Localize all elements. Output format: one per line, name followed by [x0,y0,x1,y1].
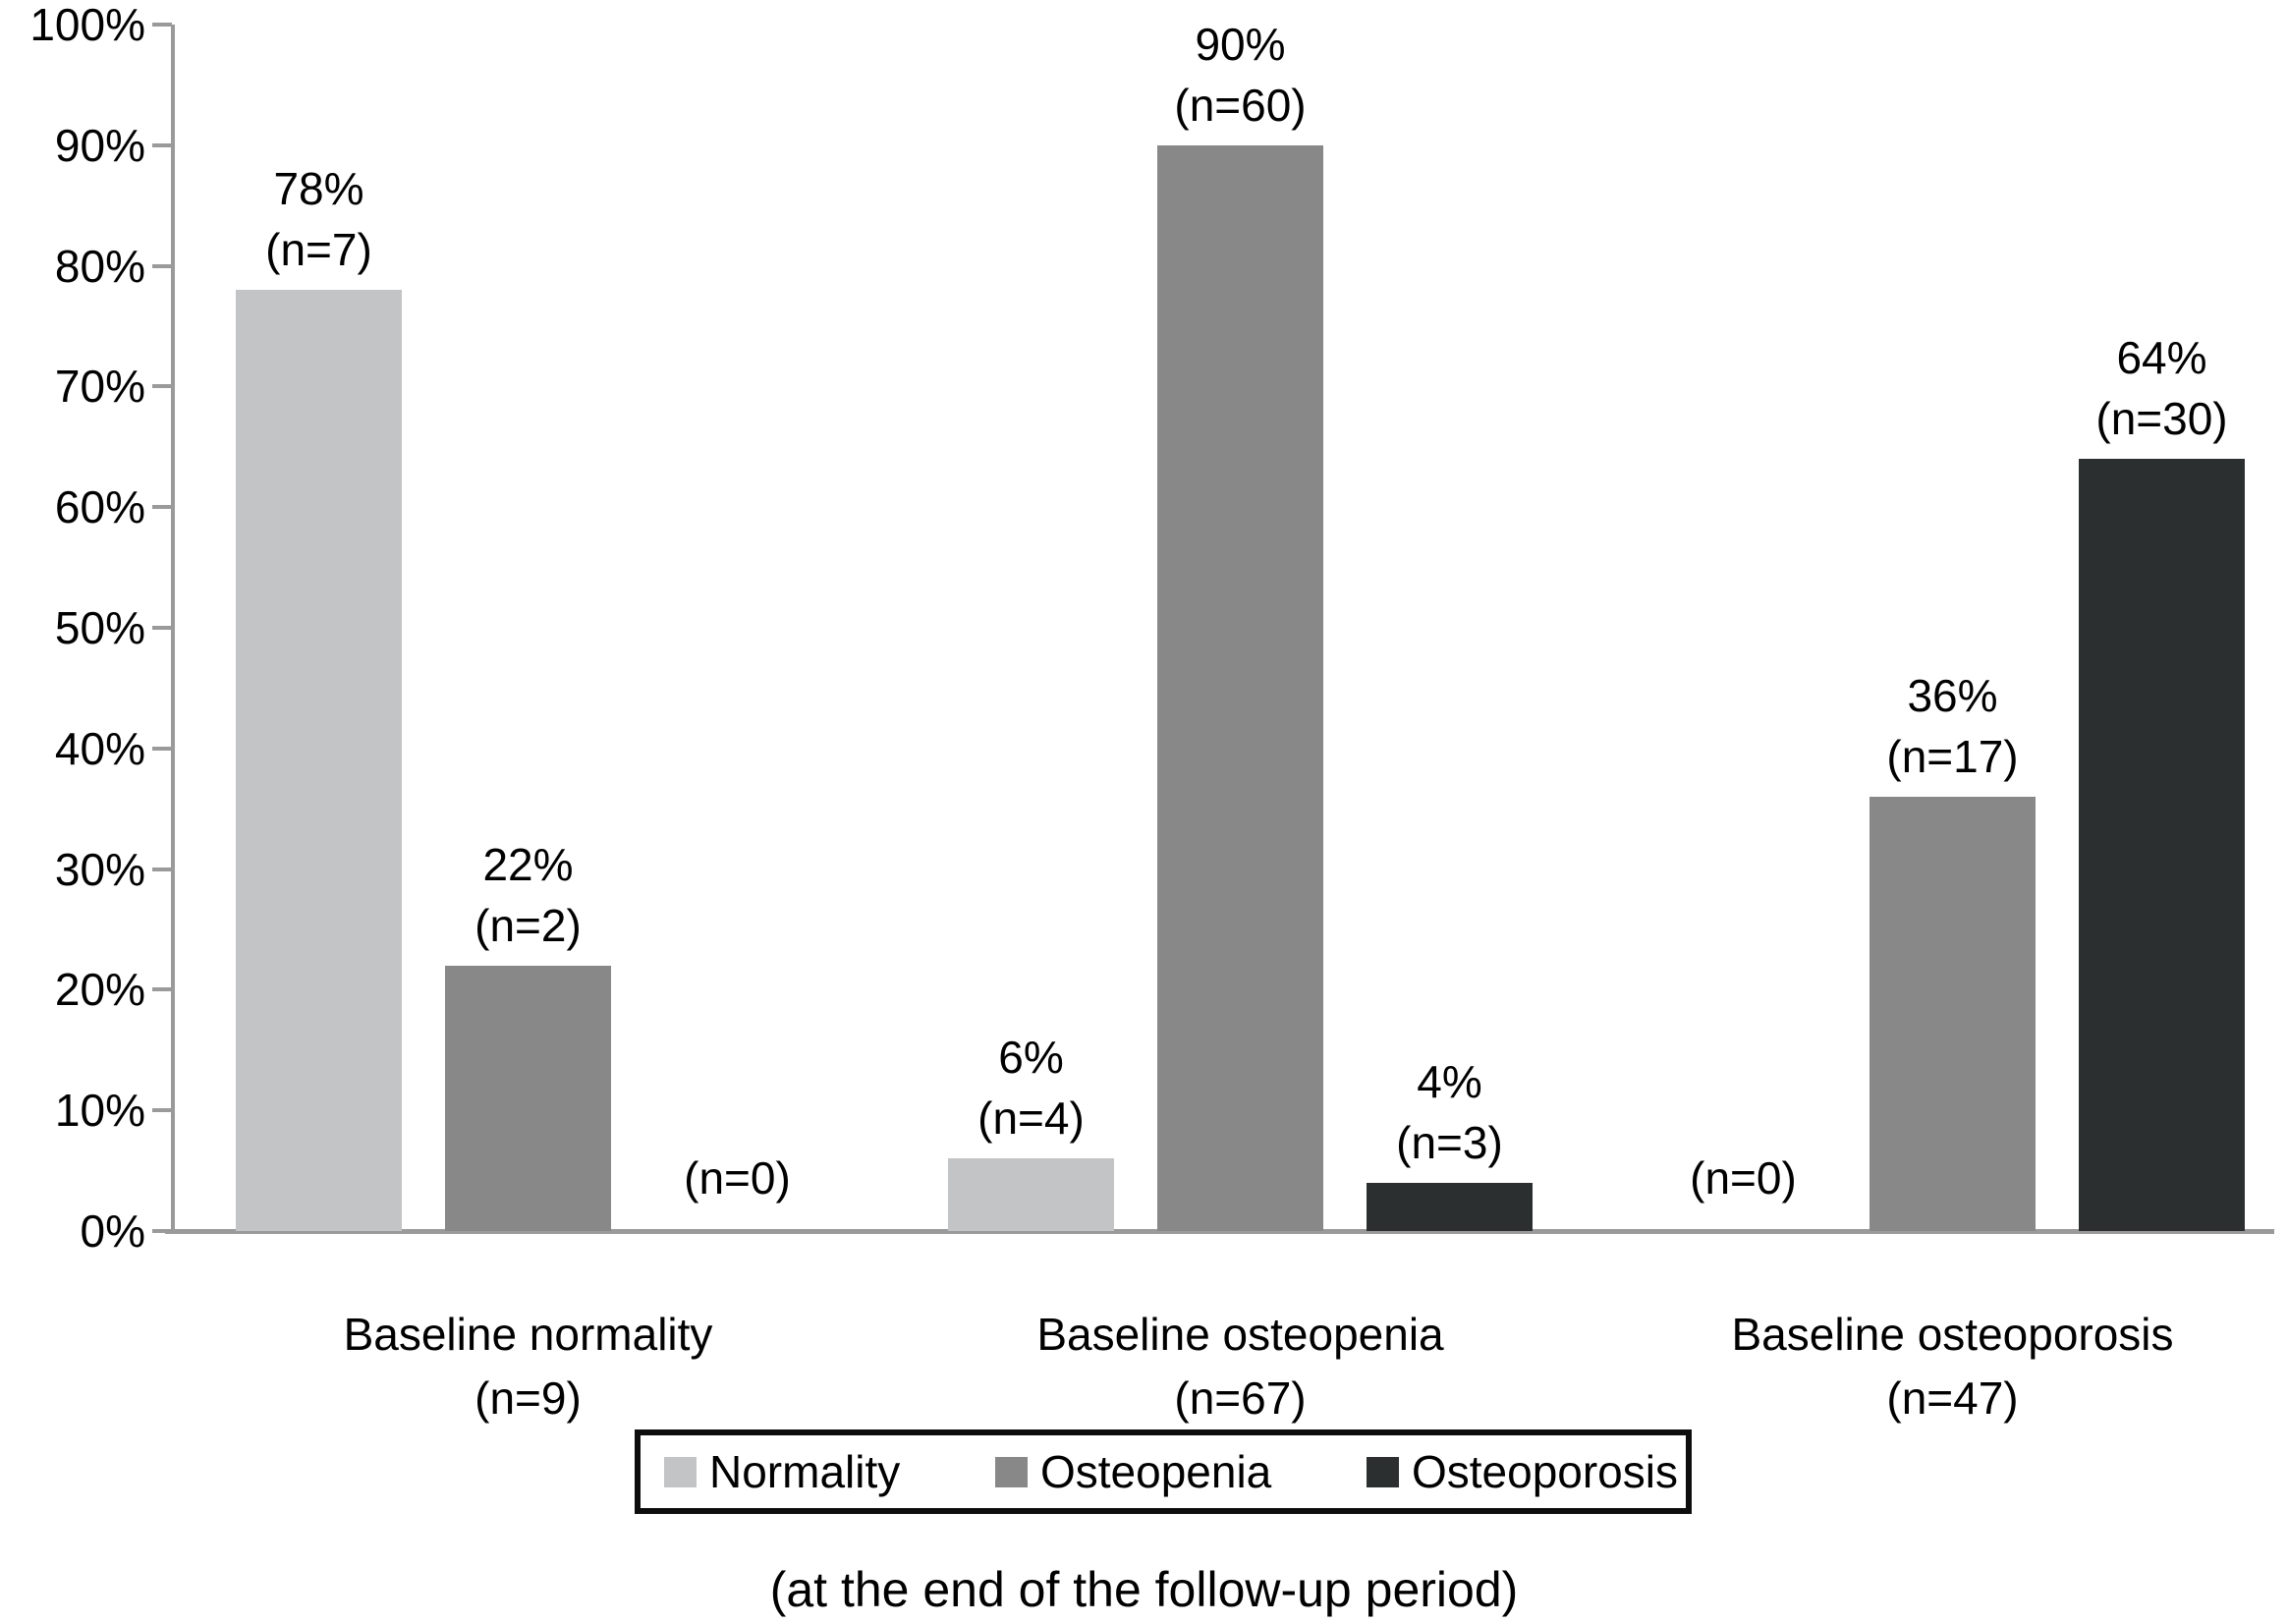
bar-value-label: 6% (n=4) [835,1027,1228,1148]
y-tick-label: 80% [54,240,145,292]
legend-label: Osteopenia [1039,1446,1272,1497]
bar-value-label: 22% (n=2) [332,834,725,956]
bar-pct-text: 90% [1195,18,1286,70]
bar-normality [948,1158,1114,1231]
bar-n-text: (n=60) [1174,79,1307,131]
bar-pct-text: 4% [1417,1055,1482,1107]
x-axis-baseline [165,1229,2274,1234]
chart-caption: (at the end of the follow-up period) [769,1562,1519,1617]
y-tick-label: 40% [54,722,145,774]
y-tick [152,626,172,630]
legend-swatch-normality [664,1456,697,1487]
bar-pct-text: 64% [2116,331,2207,383]
y-tick [152,1108,172,1113]
y-tick [152,263,172,268]
bar-value-label: 36% (n=17) [1757,665,2149,787]
y-tick [152,384,172,389]
bar-n-text: (n=17) [1886,730,2019,782]
legend-label: Osteoporosis [1411,1446,1678,1497]
y-tick-label: 0% [80,1205,145,1257]
y-tick-label: 50% [54,602,145,653]
bar-n-text: (n=0) [684,1151,791,1204]
y-axis-line [171,25,175,1232]
bar-normality [236,290,402,1231]
bar-n-text: (n=0) [1690,1151,1797,1204]
bar-osteopenia [1869,797,2036,1231]
legend-item-normality: Normality [664,1445,900,1498]
bar-value-label: 78% (n=7) [123,158,516,280]
bar-osteoporosis [1367,1183,1533,1231]
y-tick [152,1229,172,1233]
y-tick-label: 20% [54,964,145,1016]
y-tick [152,867,172,871]
group-label-title: Baseline osteopenia [1036,1309,1444,1360]
y-tick-label: 100% [29,0,145,50]
y-tick [152,746,172,751]
group-label: Baseline osteoporosis (n=47) [1609,1303,2288,1431]
y-tick-label: 30% [54,843,145,895]
bar-n-text: (n=2) [474,899,582,951]
legend-item-osteoporosis: Osteoporosis [1366,1445,1678,1498]
legend-box: Normality Osteopenia Osteoporosis [635,1429,1692,1514]
group-label-title: Baseline normality [343,1309,713,1360]
legend-swatch-osteopenia [994,1456,1028,1487]
bar-pct-text: 36% [1907,669,1998,721]
bar-n-text: (n=7) [265,223,372,275]
group-label: Baseline osteopenia (n=67) [897,1303,1585,1431]
bar-n-text: (n=3) [1396,1116,1503,1168]
bar-value-label: 4% (n=3) [1254,1051,1646,1173]
y-tick-label: 60% [54,481,145,533]
bar-pct-text: 22% [482,838,574,890]
y-tick [152,23,172,27]
group-label: Baseline normality (n=9) [185,1303,872,1431]
bar-osteopenia [445,966,611,1231]
y-tick [152,142,172,147]
bar-value-label: 64% (n=30) [1966,327,2288,449]
group-label-n: (n=9) [474,1372,582,1425]
y-tick [152,505,172,510]
bar-value-label: 90% (n=60) [1044,14,1437,136]
group-label-n: (n=67) [1174,1372,1307,1425]
bar-value-label: (n=0) [541,1148,934,1208]
group-label-title: Baseline osteoporosis [1731,1309,2174,1360]
bar-pct-text: 78% [273,162,364,214]
legend-label: Normality [709,1446,901,1497]
y-tick-label: 10% [54,1085,145,1137]
bar-value-label: (n=0) [1547,1148,1940,1208]
bar-osteopenia [1157,145,1323,1231]
group-label-n: (n=47) [1886,1372,2019,1425]
bar-n-text: (n=30) [2095,392,2228,444]
bar-osteoporosis [2079,459,2245,1231]
y-tick [152,987,172,992]
legend-swatch-osteoporosis [1366,1456,1399,1487]
y-tick-label: 70% [54,361,145,413]
legend-item-osteopenia: Osteopenia [994,1445,1272,1498]
bar-pct-text: 6% [998,1031,1064,1083]
y-tick-label: 90% [54,119,145,171]
bar-n-text: (n=4) [977,1092,1085,1144]
